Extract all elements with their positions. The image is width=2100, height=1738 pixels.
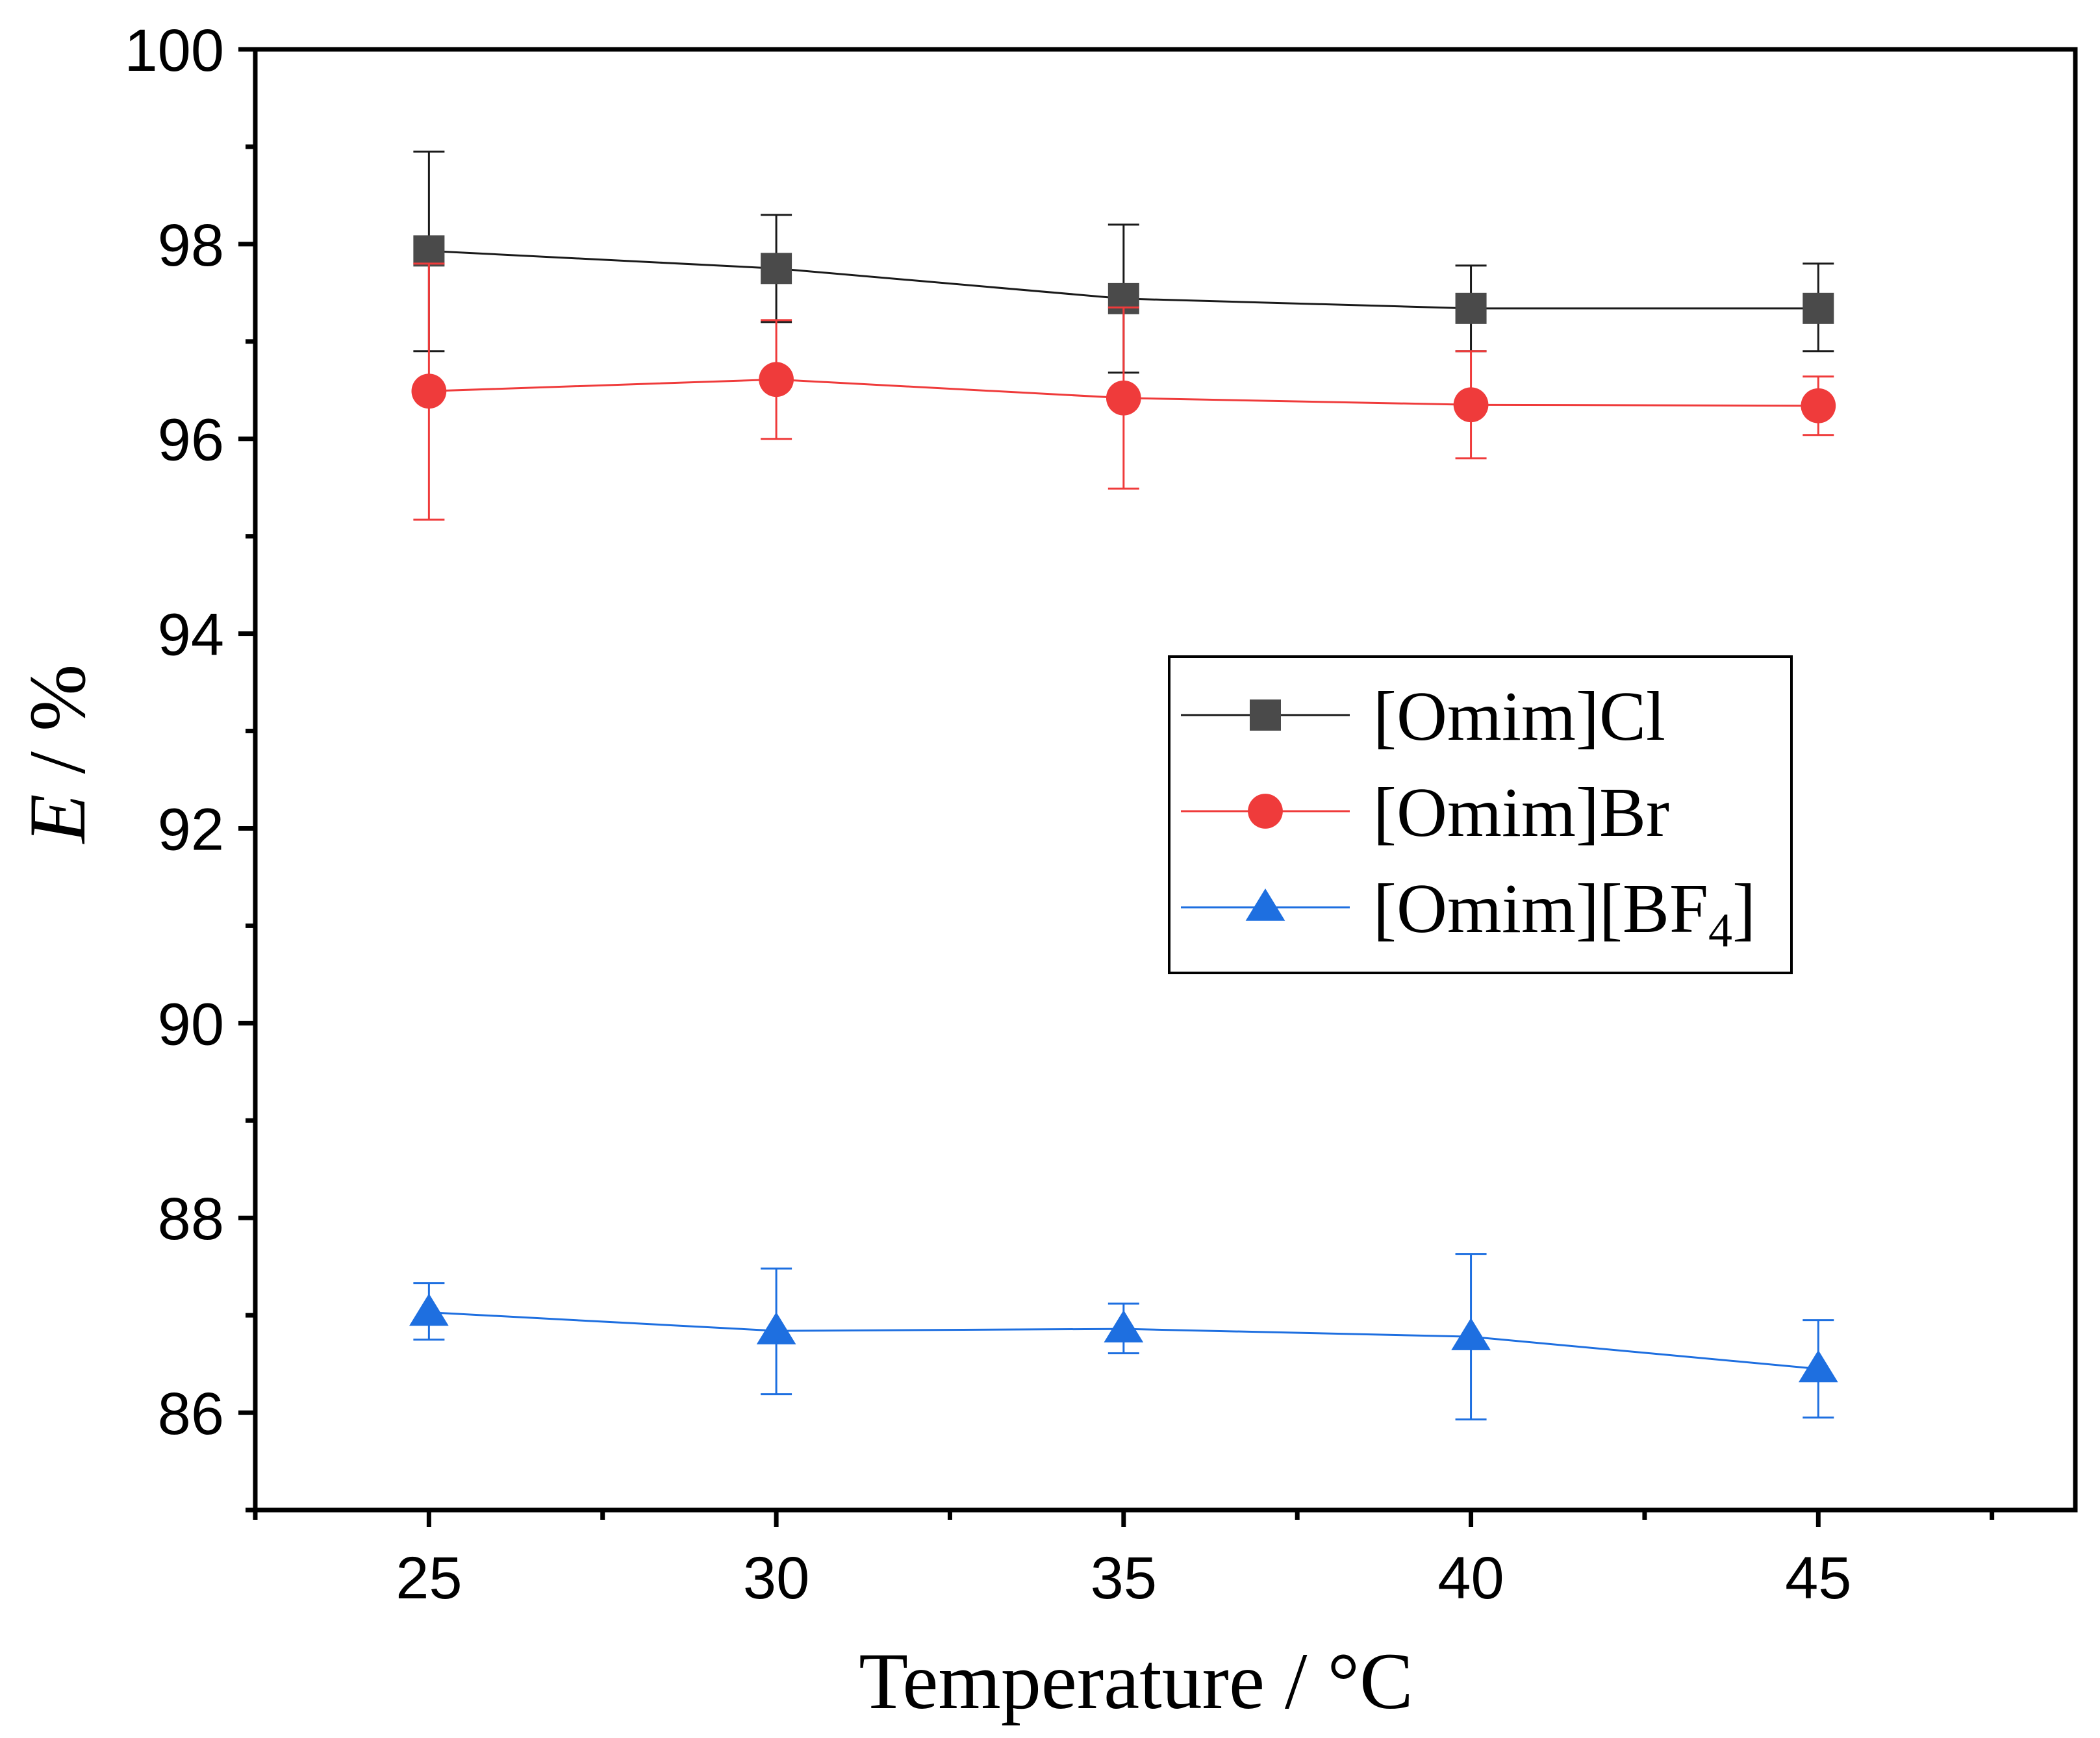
y-tick-label: 94 [158, 602, 224, 668]
data-point [1455, 292, 1487, 324]
plot-area [409, 150, 1838, 1421]
legend-label: [Omim][BF4] [1373, 870, 1756, 957]
y-tick-label: 90 [158, 991, 224, 1057]
legend-label: [Omim]Br [1373, 774, 1669, 851]
data-point [1451, 1318, 1491, 1350]
x-tick-label: 35 [1091, 1545, 1157, 1611]
legend-marker [1248, 794, 1283, 829]
x-tick-label: 25 [396, 1545, 462, 1611]
data-point [1104, 1310, 1144, 1342]
y-tick-label: 98 [158, 212, 224, 279]
data-point [413, 235, 445, 267]
y-tick-label: 100 [125, 18, 225, 84]
y-tick-label: 86 [158, 1381, 224, 1447]
x-tick-label: 40 [1437, 1545, 1504, 1611]
axis-titles: Temperature / °C E / % [13, 664, 1413, 1726]
legend-item-1: [Omim]Br [1181, 774, 1669, 851]
data-point [756, 1312, 796, 1344]
legend: [Omim]Cl [Omim]Br [Omim][BF4] [1168, 655, 1793, 974]
x-tick-label: 45 [1785, 1545, 1851, 1611]
data-point [409, 1293, 449, 1326]
legend-marker [1250, 699, 1281, 731]
x-axis-title: Temperature / °C [859, 1637, 1413, 1726]
axes: 86 88 90 92 94 96 98 100 25 30 35 40 45 [125, 18, 1995, 1611]
data-point [1106, 380, 1141, 416]
series-2 [409, 1253, 1838, 1421]
data-point [759, 362, 794, 397]
legend-item-0: [Omim]Cl [1181, 678, 1665, 755]
y-axis-title: E / % [13, 664, 102, 845]
data-point [1801, 388, 1836, 423]
legend-marker [1245, 888, 1285, 921]
legend-label: [Omim]Cl [1373, 678, 1665, 755]
y-tick-label: 92 [158, 796, 224, 863]
y-tick-label: 88 [158, 1186, 224, 1252]
plot-frame [253, 47, 2078, 1513]
data-point [1798, 1350, 1838, 1383]
y-tick-label: 96 [158, 407, 224, 473]
data-point [761, 253, 792, 284]
x-tick-label: 30 [743, 1545, 809, 1611]
legend-item-2: [Omim][BF4] [1181, 870, 1756, 957]
series-1 [411, 262, 1836, 521]
data-point [1453, 387, 1489, 423]
data-point [411, 373, 447, 409]
data-point [1803, 292, 1834, 324]
